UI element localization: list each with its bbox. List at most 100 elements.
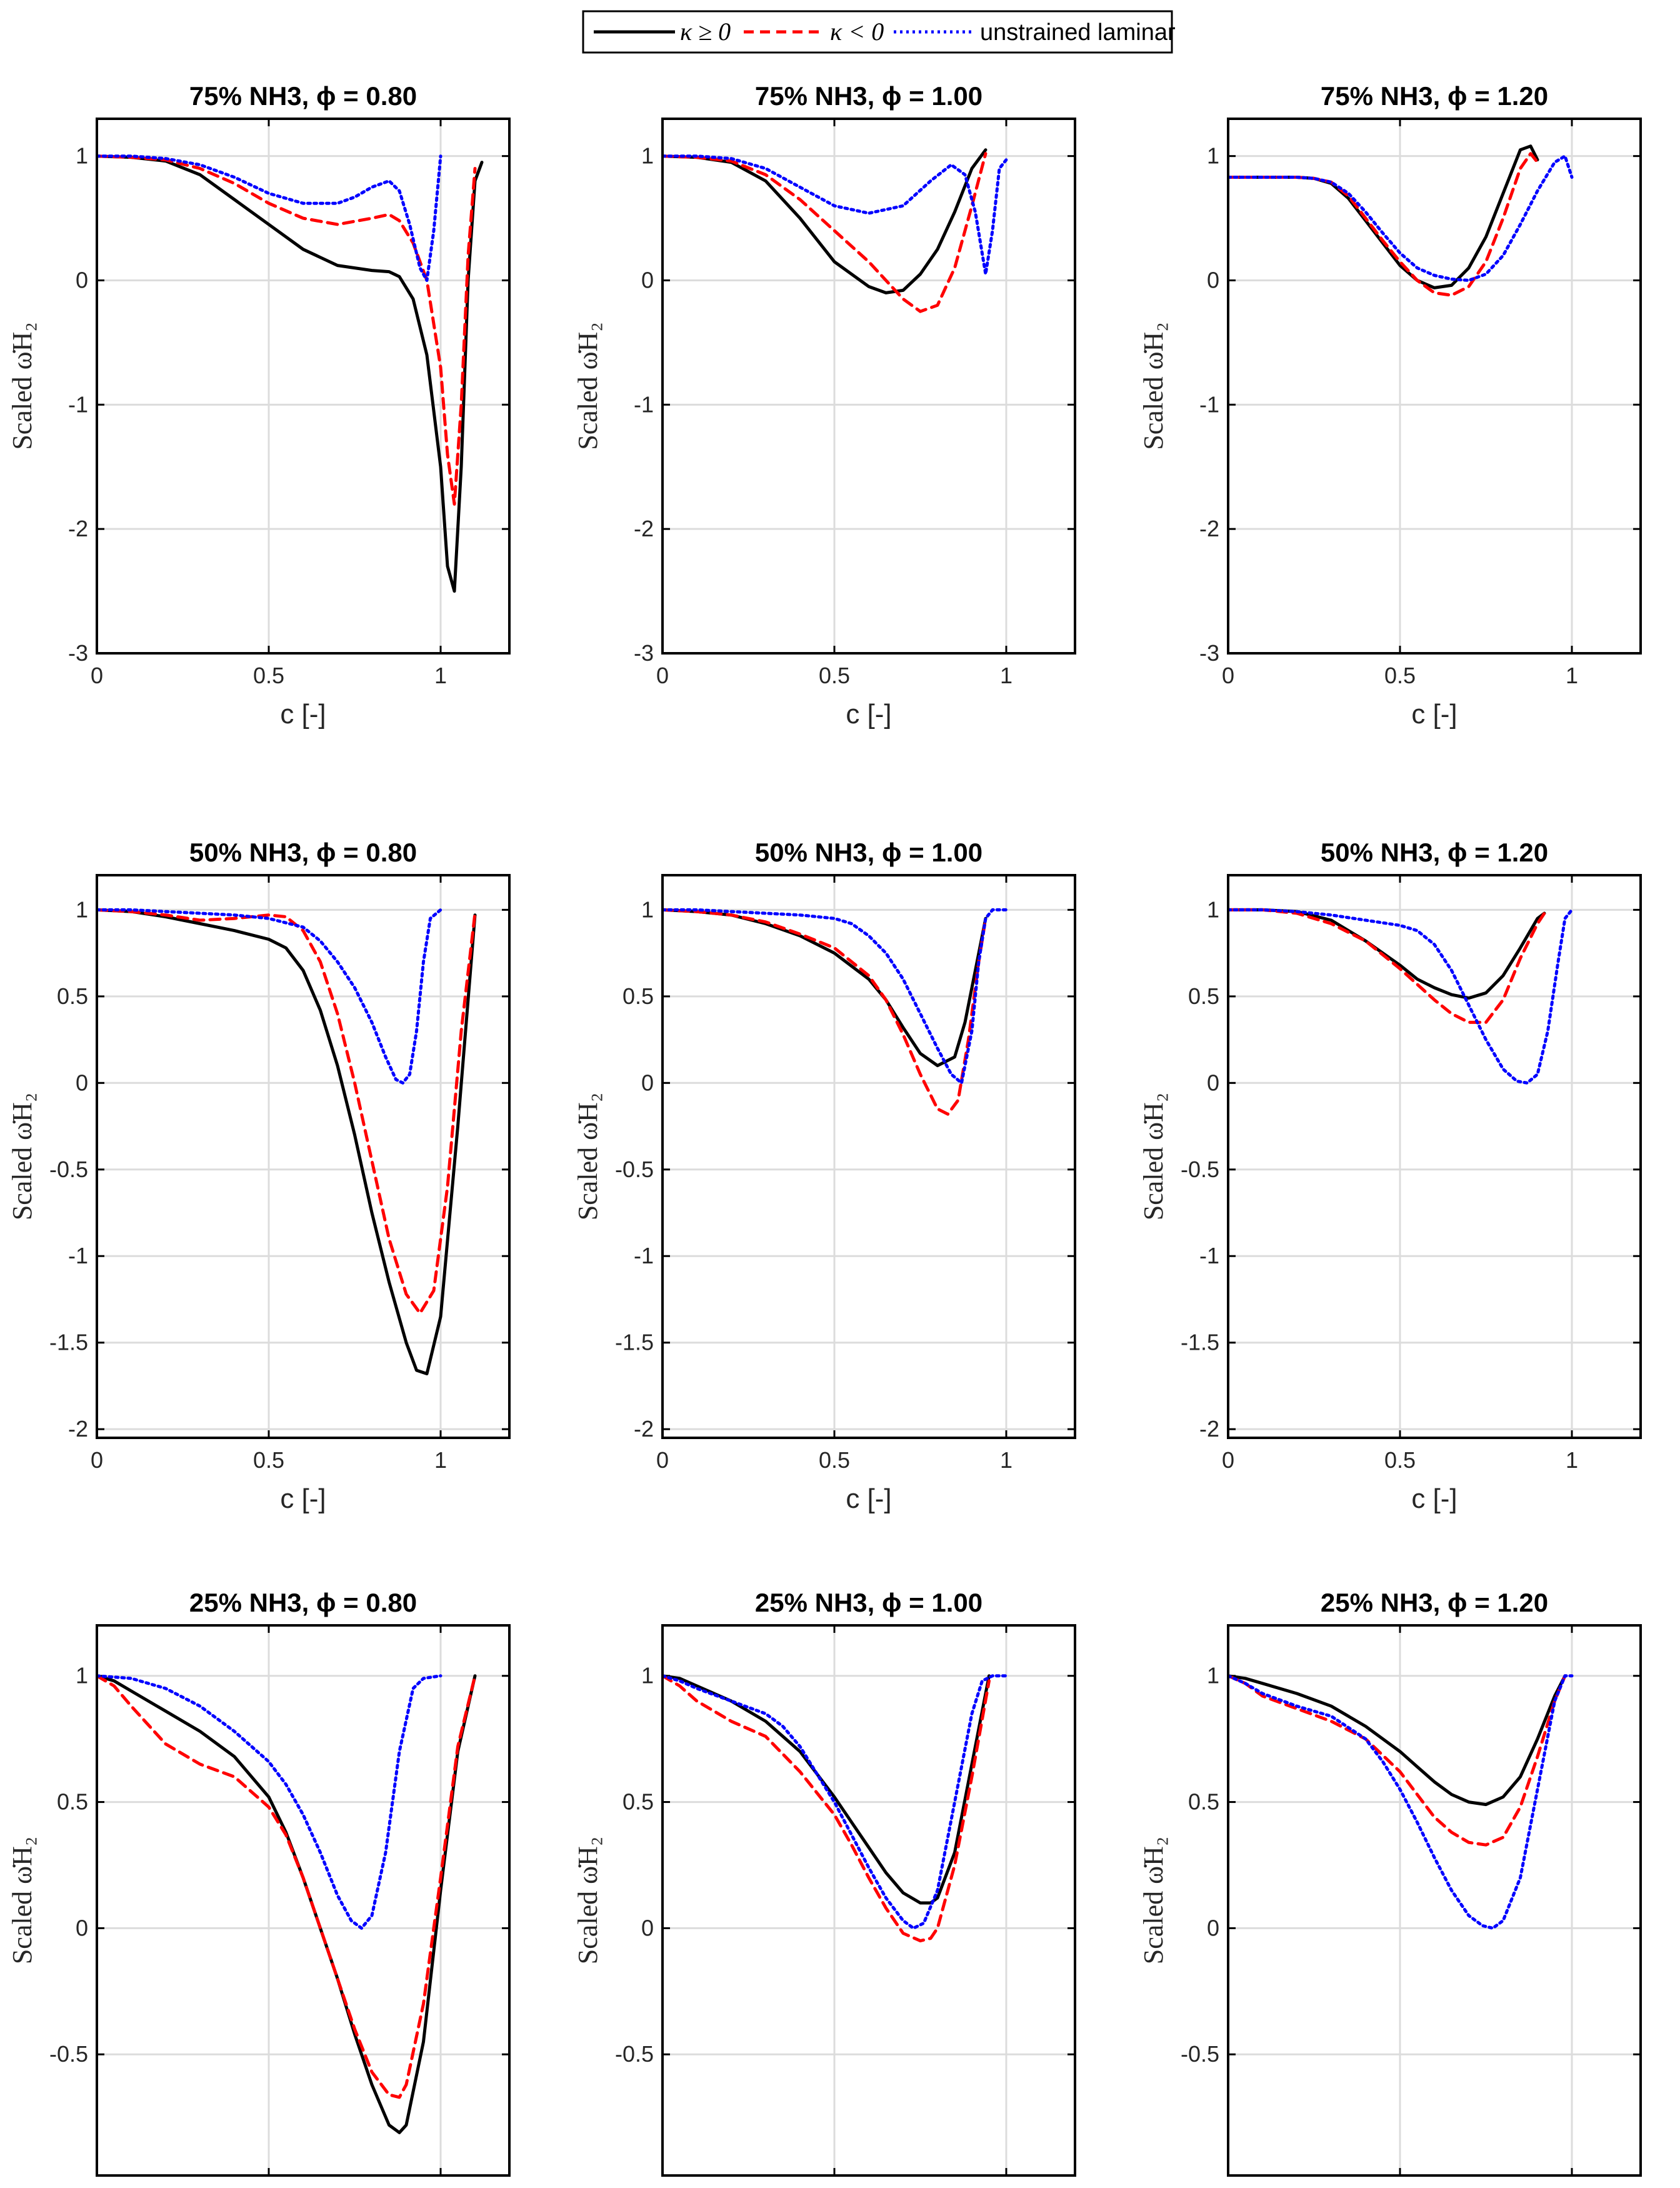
y-axis-label: Scaled ω̇H₂ xyxy=(572,1837,603,1964)
y-tick-label: 0.5 xyxy=(57,1789,88,1815)
y-tick-label: 0 xyxy=(641,267,654,293)
y-tick-label: -1.5 xyxy=(49,1330,88,1355)
y-tick-label: -3 xyxy=(634,640,654,666)
axes-frame xyxy=(661,118,1076,655)
y-tick-label: -2 xyxy=(634,1416,654,1442)
axes-frame xyxy=(661,874,1076,1439)
series-kappa-pos xyxy=(662,1674,991,1905)
series-laminar xyxy=(662,1674,1008,1930)
y-axis-label: Scaled ω̇H₂ xyxy=(1138,1093,1169,1220)
x-tick-label: 1 xyxy=(1000,1447,1012,1473)
y-tick-label: -0.5 xyxy=(1181,2041,1219,2067)
x-tick-label: 1 xyxy=(1566,663,1578,688)
x-tick-label: 0 xyxy=(91,1447,103,1473)
x-tick-label: 0.5 xyxy=(819,1447,850,1473)
y-tick-label: -3 xyxy=(68,640,88,666)
y-axis-label: Scaled ω̇H₂ xyxy=(7,1837,38,1964)
x-tick-label: 0.5 xyxy=(1384,1447,1416,1473)
y-tick-label: 1 xyxy=(1207,143,1219,169)
y-axis-label: Scaled ω̇H₂ xyxy=(572,1093,603,1220)
legend: κ ≥ 0 κ < 0 unstrained laminar xyxy=(582,10,1176,54)
panel-title: 25% NH3, ϕ = 1.20 xyxy=(1321,1588,1548,1617)
series-laminar xyxy=(1228,154,1574,282)
panel-title: 75% NH3, ϕ = 1.00 xyxy=(755,81,982,111)
legend-box xyxy=(582,10,1173,54)
panel-2: 0 0.5 1 1 0 -1 -2 -3 75% NH3, ϕ = 1.00 c [-] Scale… xyxy=(572,81,1076,730)
y-axis-label: Scaled ω̇H₂ xyxy=(7,322,38,449)
series-laminar xyxy=(1228,908,1574,1085)
y-tick-label: -2 xyxy=(1199,1416,1219,1442)
plot-area xyxy=(97,875,509,1438)
x-tick-label: 1 xyxy=(1000,2185,1012,2188)
y-tick-label: -0.5 xyxy=(615,2041,654,2067)
y-tick-label: 0.5 xyxy=(622,1789,654,1815)
series-kappa-neg xyxy=(1228,908,1546,1024)
x-tick-label: 1 xyxy=(434,1447,447,1473)
y-tick-label: 1 xyxy=(641,143,654,169)
plot-area xyxy=(1228,1625,1641,2175)
y-axis-label: Scaled ω̇H₂ xyxy=(1138,322,1169,449)
axes-frame xyxy=(661,1624,1076,2177)
y-tick-label: 0 xyxy=(1207,1915,1219,1940)
y-tick-label: -1 xyxy=(68,1243,88,1268)
series-laminar xyxy=(97,154,442,282)
y-tick-label: -0.5 xyxy=(49,2041,88,2067)
y-tick-label: -0.5 xyxy=(615,1157,654,1182)
series-kappa-neg xyxy=(97,1674,477,2099)
x-tick-label: 0 xyxy=(656,2185,669,2188)
y-axis-label: Scaled ω̇H₂ xyxy=(7,1093,38,1220)
y-tick-label: -2 xyxy=(68,1416,88,1442)
x-axis-label: c [-] xyxy=(846,1483,891,1514)
panels: 0 0.5 1 1 0 -1 -2 -3 75% NH3, ϕ = 0.80 c [-] Scale… xyxy=(7,81,1642,2188)
x-tick-label: 1 xyxy=(434,2185,447,2188)
panel-title: 50% NH3, ϕ = 1.20 xyxy=(1321,838,1548,867)
series-kappa-pos xyxy=(97,908,477,1375)
panel-title: 75% NH3, ϕ = 0.80 xyxy=(189,81,417,111)
plot-area xyxy=(97,119,509,653)
series-laminar xyxy=(1228,1674,1574,1930)
axes-frame xyxy=(96,874,511,1439)
panel-title: 25% NH3, ϕ = 0.80 xyxy=(189,1588,417,1617)
plot-area xyxy=(1228,875,1641,1438)
series-kappa-neg xyxy=(97,908,477,1315)
y-tick-label: 0 xyxy=(641,1070,654,1095)
series-laminar xyxy=(662,154,1008,276)
x-axis-label: c [-] xyxy=(280,699,326,730)
series-kappa-neg xyxy=(662,152,988,313)
x-axis-label: c [-] xyxy=(280,1483,326,1514)
series-kappa-pos xyxy=(1228,1674,1567,1807)
x-tick-label: 0 xyxy=(91,663,103,688)
panel-1: 0 0.5 1 1 0 -1 -2 -3 75% NH3, ϕ = 0.80 c [-] Scale… xyxy=(7,81,511,730)
y-tick-label: 0 xyxy=(1207,267,1219,293)
series-laminar xyxy=(97,908,442,1085)
panel-title: 50% NH3, ϕ = 0.80 xyxy=(189,838,417,867)
plot-area xyxy=(662,875,1075,1438)
x-tick-label: 1 xyxy=(1566,1447,1578,1473)
panel-5: 0 0.5 1 1 0.5 0 -0.5 -1 -1.5 -2 50% NH3, ϕ = 1.00 c… xyxy=(572,838,1076,1514)
y-tick-label: -3 xyxy=(1199,640,1219,666)
y-axis-label: Scaled ω̇H₂ xyxy=(1138,1837,1169,1964)
x-tick-label: 0 xyxy=(1222,2185,1234,2188)
series-kappa-pos xyxy=(662,148,988,294)
x-tick-label: 0.5 xyxy=(1384,663,1416,688)
x-tick-label: 0.5 xyxy=(253,2185,284,2188)
panel-3: 0 0.5 1 1 0 -1 -2 -3 75% NH3, ϕ = 1.20 c [-] Scale… xyxy=(1138,81,1642,730)
x-tick-label: 0.5 xyxy=(253,1447,284,1473)
legend-label-laminar: unstrained laminar xyxy=(980,19,1176,46)
y-tick-label: -0.5 xyxy=(49,1157,88,1182)
y-tick-label: 1 xyxy=(641,1663,654,1689)
x-axis-label: c [-] xyxy=(1411,699,1457,730)
x-tick-label: 0 xyxy=(1222,1447,1234,1473)
x-axis-label: c [-] xyxy=(846,699,891,730)
y-tick-label: 0.5 xyxy=(57,983,88,1009)
axes-frame xyxy=(96,1624,511,2177)
y-tick-label: 1 xyxy=(1207,1663,1219,1689)
y-tick-label: 0.5 xyxy=(1188,1789,1219,1815)
x-tick-label: 0 xyxy=(656,663,669,688)
y-tick-label: 1 xyxy=(641,896,654,922)
y-tick-label: -2 xyxy=(1199,516,1219,541)
y-tick-label: 1 xyxy=(76,143,88,169)
